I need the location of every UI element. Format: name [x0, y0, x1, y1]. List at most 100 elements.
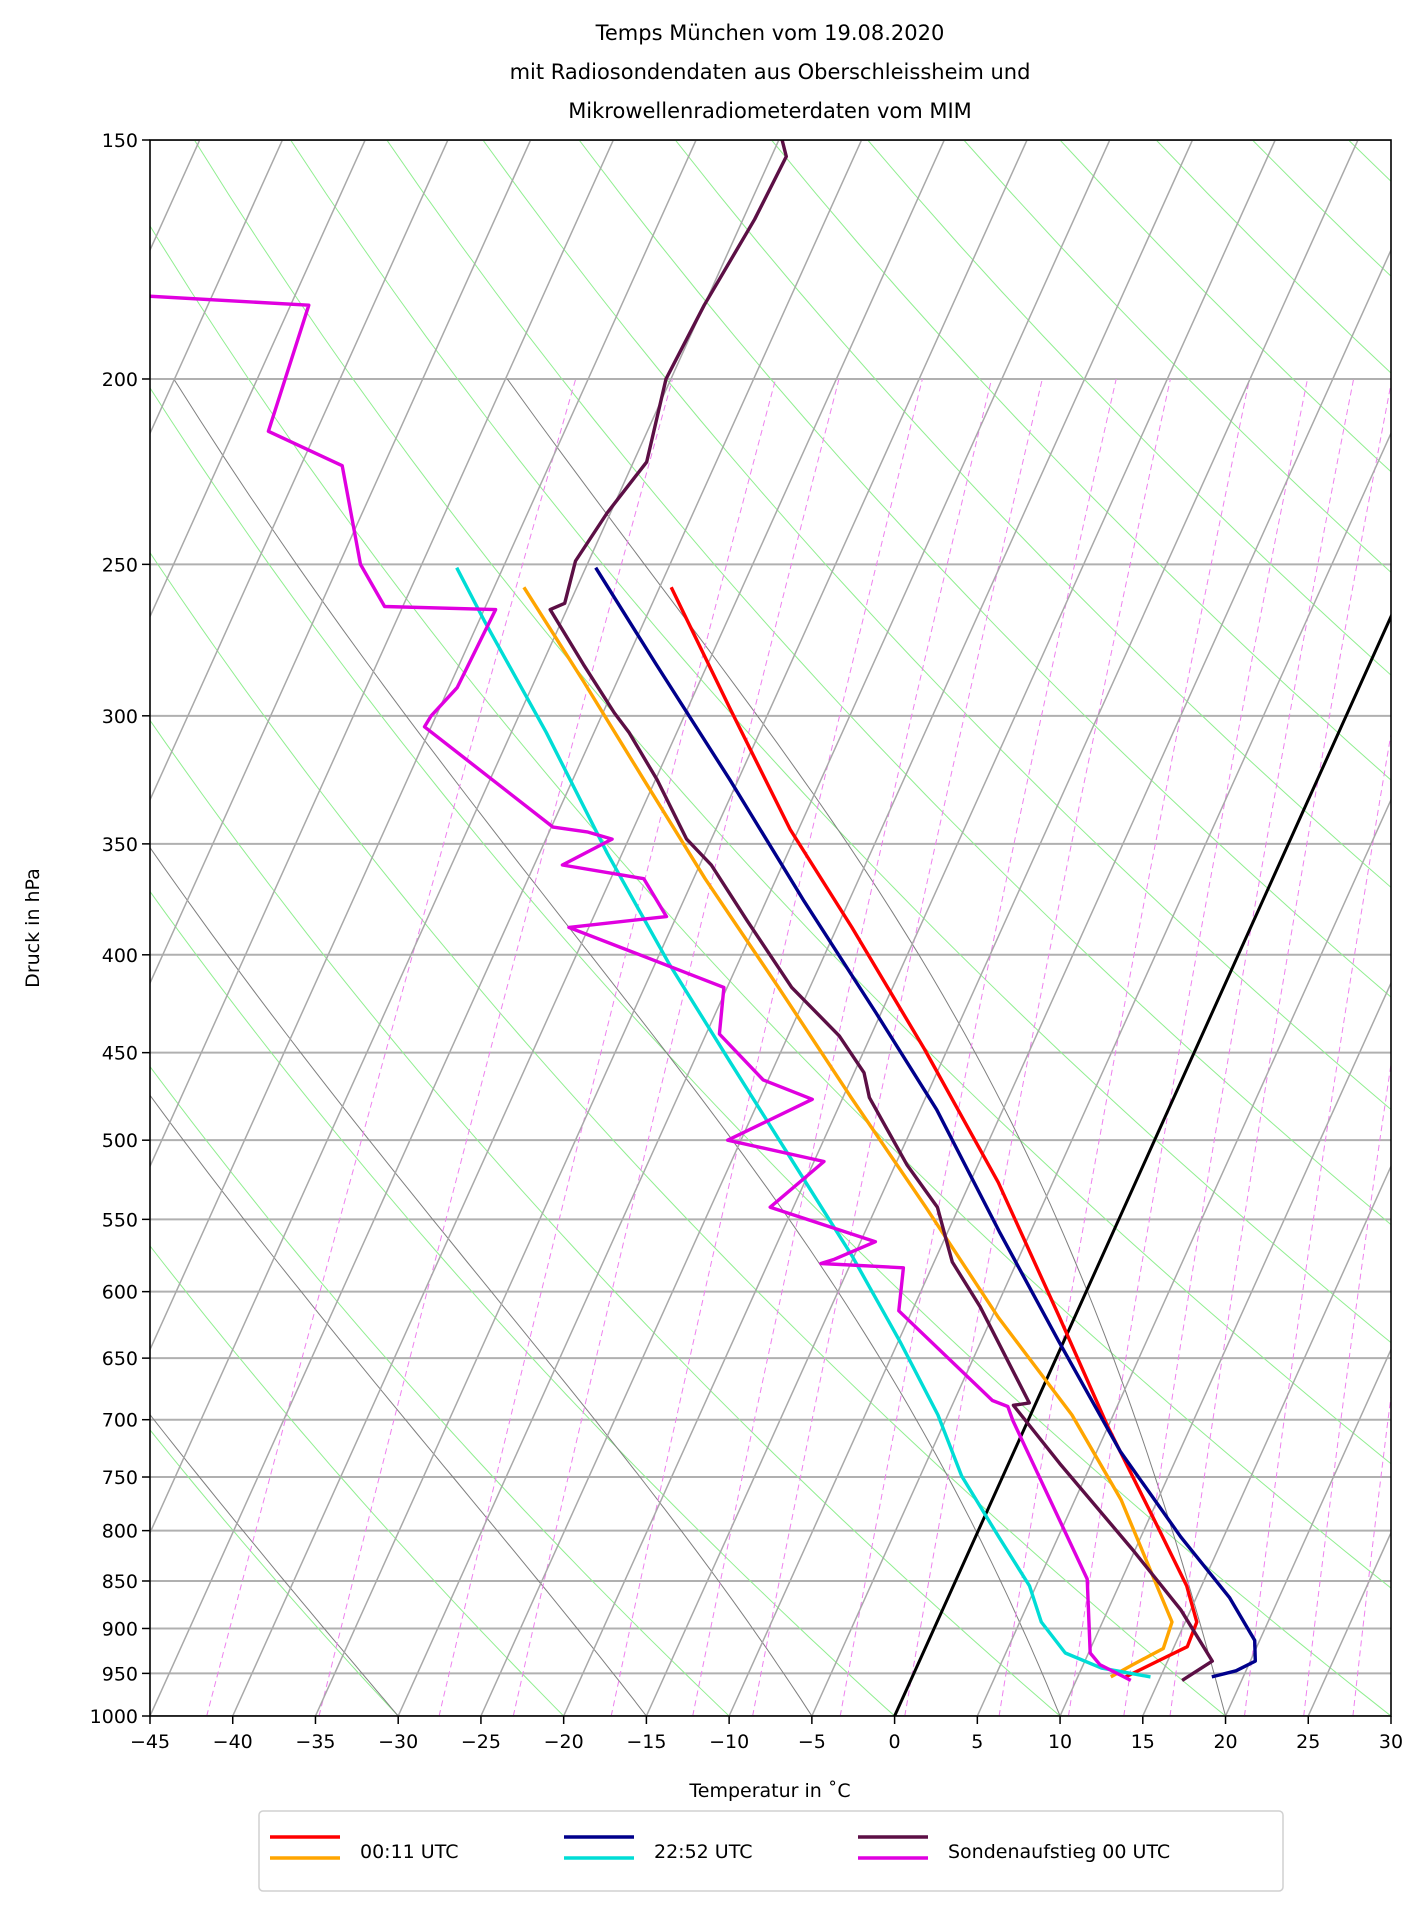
dry-adiabat — [1251, 140, 1391, 277]
isotherm — [645, 140, 1359, 1716]
data-series — [150, 140, 1258, 1682]
x-tick-label: 0 — [889, 1731, 901, 1753]
y-tick-label: 950 — [102, 1663, 138, 1685]
x-tick-label: 25 — [1296, 1731, 1320, 1753]
x-tick-label: −20 — [544, 1731, 584, 1753]
x-tick-label: −40 — [213, 1731, 253, 1753]
moist-adiabat — [150, 1413, 399, 1716]
isotherm — [1390, 1714, 1391, 1716]
series-line-3 — [455, 566, 1151, 1679]
legend: 00:11 UTC 22:52 UTC Sondenaufstieg 00 UT… — [258, 1810, 1284, 1892]
dry-adiabat — [578, 140, 1391, 998]
isotherm — [1059, 981, 1391, 1716]
y-tick-label: 150 — [102, 130, 138, 152]
y-tick-label: 550 — [102, 1209, 138, 1231]
mixing-ratio-line — [839, 378, 1117, 1716]
mixing-ratio-line — [512, 378, 840, 1716]
isotherm — [562, 140, 1277, 1716]
dry-adiabat — [290, 140, 1391, 1344]
x-tick-label: 15 — [1131, 1731, 1155, 1753]
y-axis: 150 200 250 300 350 400 450 500 550 600 650 700 750 8… — [90, 130, 150, 1728]
x-axis: −45 −40 −35 −30 −25 −20 −15 −10 −5 0 5 10 15 20 25 30 — [130, 1716, 1403, 1753]
y-tick-label: 1000 — [90, 1706, 138, 1728]
isotherm — [314, 140, 1028, 1716]
isotherm — [150, 140, 449, 802]
isotherm — [728, 248, 1391, 1716]
dry-adiabat — [674, 140, 1391, 889]
dry-adiabat — [150, 1429, 399, 1716]
title-line-2: mit Radiosondendaten aus Oberschleisshei… — [510, 60, 1031, 84]
background-lines — [150, 140, 1391, 1716]
series-line-0 — [669, 586, 1199, 1679]
zero-isotherm — [893, 612, 1391, 1716]
y-tick-label: 400 — [102, 945, 138, 967]
isotherm — [150, 140, 366, 619]
plot-frame — [149, 139, 1392, 1717]
y-tick-label: 200 — [102, 369, 138, 391]
y-tick-label: 700 — [102, 1410, 138, 1432]
x-tick-label: −10 — [709, 1731, 749, 1753]
isotherm — [480, 140, 1194, 1716]
title-line-3: Mikrowellenradiometerdaten vom MIM — [568, 99, 972, 123]
x-tick-label: 5 — [971, 1731, 983, 1753]
dry-adiabat — [1059, 140, 1391, 473]
y-tick-label: 250 — [102, 554, 138, 576]
isotherm — [150, 140, 863, 1716]
dry-adiabat — [1347, 140, 1391, 182]
dry-adiabat — [150, 224, 1391, 1589]
y-tick-label: 450 — [102, 1043, 138, 1065]
mixing-ratio-line — [438, 378, 777, 1716]
moist-adiabat — [150, 1094, 647, 1716]
y-tick-label: 850 — [102, 1571, 138, 1593]
mixing-ratio-line — [1123, 378, 1355, 1716]
y-tick-label: 350 — [102, 834, 138, 856]
series-line-1 — [522, 586, 1174, 1679]
x-tick-label: 20 — [1213, 1731, 1237, 1753]
dry-adiabat — [867, 140, 1391, 676]
dry-adiabat — [150, 1065, 730, 1716]
isotherm — [397, 140, 1111, 1716]
y-tick-label: 750 — [102, 1467, 138, 1489]
y-axis-label: Druck in hPa — [22, 868, 44, 988]
y-tick-label: 500 — [102, 1130, 138, 1152]
dry-adiabat — [150, 719, 1061, 1716]
series-line-5 — [150, 294, 1132, 1682]
isotherm — [150, 140, 532, 985]
x-tick-label: 30 — [1379, 1731, 1403, 1753]
moist-adiabat — [150, 846, 813, 1716]
isotherm — [150, 140, 780, 1535]
dry-adiabat — [193, 140, 1391, 1465]
y-tick-label: 900 — [102, 1618, 138, 1640]
mixing-ratio-line — [318, 378, 673, 1716]
isotherm — [1307, 1530, 1391, 1716]
x-tick-label: −15 — [626, 1731, 666, 1753]
y-tick-label: 300 — [102, 706, 138, 728]
mixing-ratio-line — [692, 378, 993, 1716]
mixing-ratio-line — [1303, 1060, 1391, 1716]
x-tick-label: −35 — [295, 1731, 335, 1753]
y-tick-label: 800 — [102, 1521, 138, 1543]
title-line-1: Temps München vom 19.08.2020 — [595, 21, 945, 45]
mixing-ratio-line — [998, 378, 1250, 1716]
x-tick-label: −30 — [378, 1731, 418, 1753]
mixing-ratio-line — [610, 378, 923, 1716]
mixing-ratio-line — [904, 378, 1171, 1716]
y-tick-label: 650 — [102, 1348, 138, 1370]
isotherm — [811, 431, 1391, 1716]
mixing-ratio-line — [1169, 381, 1391, 1716]
legend-label-sonde: Sondenaufstieg 00 UTC — [948, 1841, 1170, 1863]
isotherm — [150, 140, 615, 1169]
dry-adiabat — [482, 140, 1391, 1111]
legend-label-2252: 22:52 UTC — [654, 1841, 752, 1863]
dry-adiabat — [150, 387, 1391, 1716]
x-tick-label: 10 — [1048, 1731, 1072, 1753]
x-axis-label: Temperatur in ˚C — [688, 1780, 850, 1802]
mixing-ratio-line — [1244, 731, 1391, 1716]
isotherm — [1142, 1164, 1391, 1716]
isotherm — [976, 797, 1391, 1716]
x-tick-label: −5 — [798, 1731, 826, 1753]
isotherm — [150, 140, 697, 1352]
legend-label-0011: 00:11 UTC — [360, 1841, 458, 1863]
dry-adiabat — [770, 140, 1391, 781]
